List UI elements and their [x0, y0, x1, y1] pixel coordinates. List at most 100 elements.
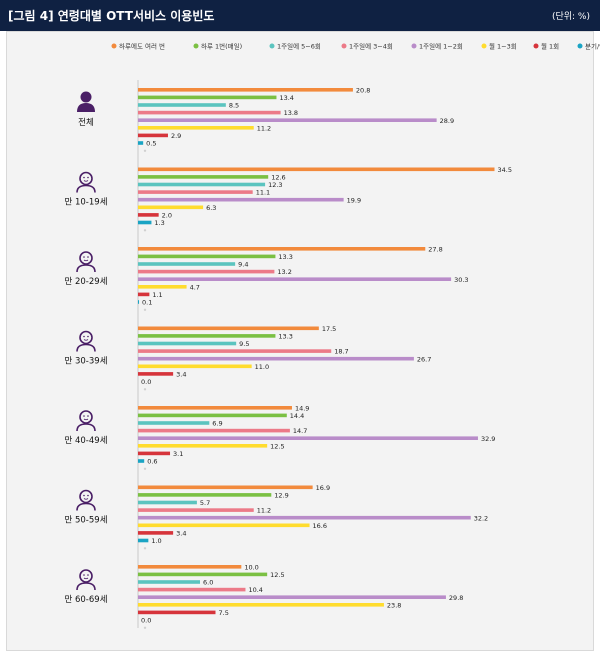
data-label: 4.7 [190, 283, 200, 291]
data-label: 16.9 [316, 484, 330, 492]
bar [138, 247, 426, 251]
group-label: 만 20-29세 [64, 277, 107, 287]
data-label: 11.2 [257, 124, 271, 132]
data-label: 29.8 [449, 594, 463, 602]
legend-label: 1주일에 3~4회 [349, 41, 393, 50]
group-label: 만 40-49세 [64, 436, 107, 446]
legend-marker [411, 43, 417, 49]
data-label: 13.2 [277, 268, 291, 276]
data-label: 13.3 [278, 253, 292, 261]
data-label: 12.5 [270, 442, 284, 450]
bar [138, 213, 159, 217]
data-label: 0.0 [141, 378, 151, 386]
legend-marker [269, 43, 275, 49]
bar [138, 88, 353, 92]
group-label: 만 30-39세 [64, 357, 107, 367]
bar [138, 508, 254, 512]
axis-tick [143, 467, 147, 470]
data-label: 9.4 [238, 261, 248, 269]
bar [138, 167, 495, 172]
data-label: 0.5 [146, 140, 156, 148]
bar [138, 565, 242, 569]
data-label: 10.0 [244, 563, 258, 571]
data-label: 1.0 [151, 537, 161, 545]
group-label: 전체 [78, 117, 94, 128]
bar [138, 603, 384, 607]
axis-tick [143, 626, 147, 629]
bar [138, 421, 210, 425]
data-label: 0.6 [147, 458, 157, 466]
bar [138, 436, 478, 440]
data-label: 13.4 [279, 94, 293, 102]
data-label: 12.9 [274, 492, 288, 500]
bar [138, 428, 290, 433]
bar [138, 572, 268, 577]
person-icon [76, 171, 96, 193]
data-label: 17.5 [322, 325, 336, 333]
person-icon [76, 410, 96, 432]
data-label: 32.2 [474, 514, 488, 522]
data-label: 30.3 [454, 276, 468, 284]
data-label: 3.4 [176, 530, 186, 538]
data-label: 13.8 [284, 109, 298, 117]
axis-tick [143, 547, 147, 550]
data-label: 7.5 [219, 609, 229, 617]
bar [138, 523, 310, 528]
legend-label: 하루 1번(매일) [201, 41, 242, 50]
bar [138, 182, 266, 187]
axis-tick [143, 388, 147, 391]
legend-marker [111, 43, 117, 49]
bar [138, 269, 275, 274]
figure-title: [그림 4] 연령대별 OTT서비스 이용빈도 [8, 9, 215, 23]
bar [138, 500, 197, 505]
data-label: 6.9 [212, 420, 222, 428]
bar [138, 292, 150, 297]
data-label: 2.9 [171, 132, 181, 140]
group-label: 만 10-19세 [64, 198, 107, 208]
legend-marker [481, 43, 487, 49]
bar [138, 277, 452, 281]
bar [138, 444, 268, 448]
legend-label: 1주일에 5~6회 [277, 41, 321, 50]
data-label: 12.3 [268, 181, 282, 189]
bar [138, 459, 145, 463]
bar [138, 205, 204, 210]
data-label: 26.7 [417, 355, 431, 363]
data-label: 14.7 [293, 427, 307, 435]
bar [138, 515, 471, 520]
data-label: 3.1 [173, 450, 183, 458]
bar [138, 262, 236, 266]
data-label: 11.2 [257, 507, 271, 515]
person-icon [77, 91, 95, 112]
bar [138, 141, 144, 145]
bar [138, 372, 174, 376]
bar [138, 587, 246, 592]
data-label: 20.8 [356, 86, 370, 94]
bar [138, 451, 171, 456]
group-label: 만 60-69세 [64, 595, 107, 605]
chart-panel [6, 31, 594, 651]
axis-tick [143, 149, 147, 152]
bar [138, 300, 140, 304]
bar [138, 334, 276, 338]
bar [138, 493, 272, 497]
data-label: 32.9 [481, 435, 495, 443]
data-label: 18.7 [334, 348, 348, 356]
bar [138, 531, 174, 535]
bar [138, 356, 414, 361]
legend-marker [577, 43, 583, 49]
bar [138, 110, 281, 115]
bar [138, 406, 292, 410]
figure-header: [그림 4] 연령대별 OTT서비스 이용빈도 (단위: %) [0, 0, 600, 31]
bar [138, 190, 253, 194]
data-label: 11.1 [256, 189, 270, 197]
bar [138, 580, 200, 584]
bar [138, 103, 226, 107]
person-icon [76, 569, 96, 591]
legend-label: 하루에도 여러 번 [119, 41, 165, 50]
data-label: 14.4 [290, 412, 304, 420]
data-label: 14.9 [295, 404, 309, 412]
bar [138, 349, 332, 353]
bar [138, 95, 277, 100]
data-label: 13.3 [278, 333, 292, 341]
